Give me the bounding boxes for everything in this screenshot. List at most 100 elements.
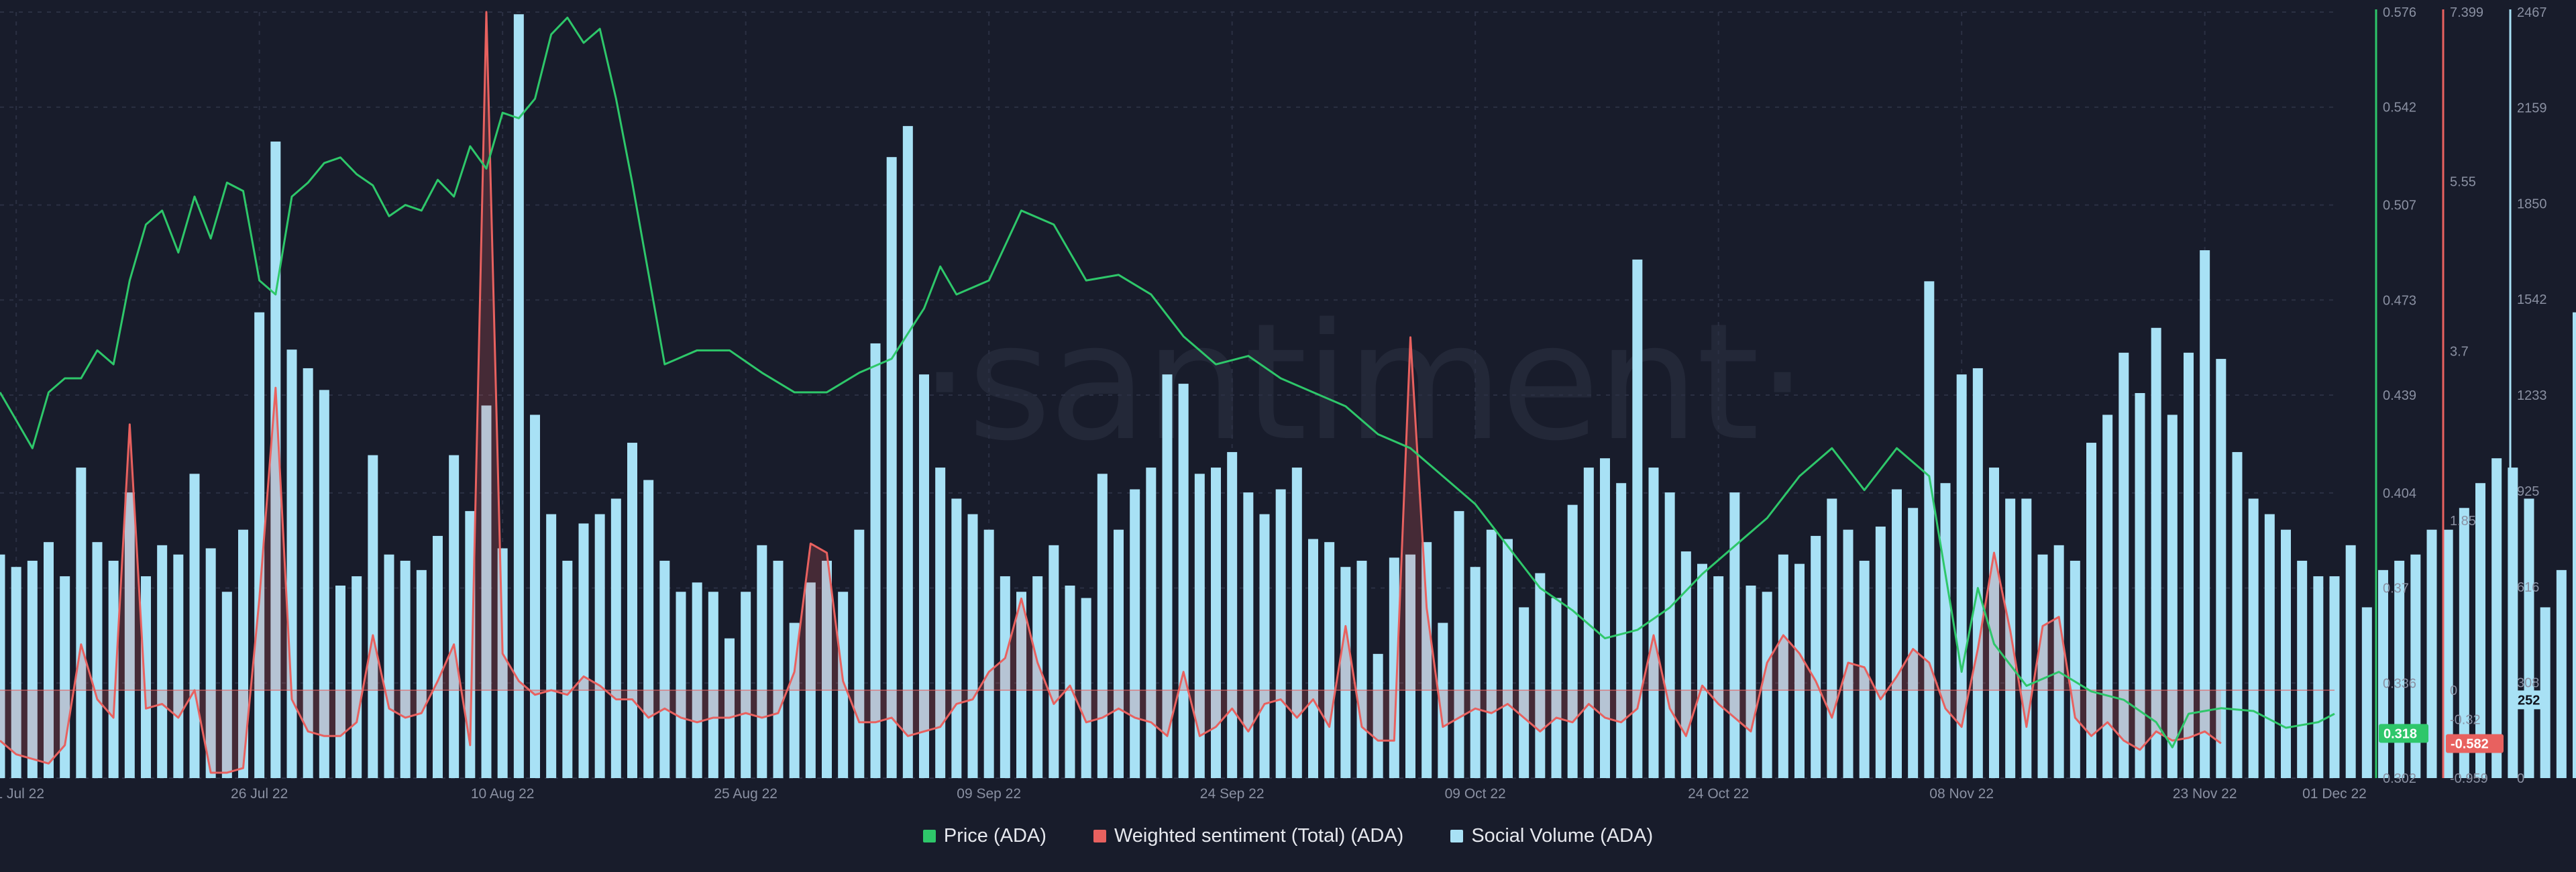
social-volume-bar [1713, 576, 1724, 778]
social-volume-bars [0, 14, 2576, 779]
social-volume-bar [335, 585, 345, 778]
social-volume-bar [497, 548, 508, 778]
axis-tick-sentiment: 0 [2450, 684, 2457, 698]
social-volume-bar [1421, 542, 1432, 778]
axis-tick-sentiment: 1.85 [2450, 514, 2476, 529]
legend-item-sentiment[interactable]: Weighted sentiment (Total) (ADA) [1093, 825, 1403, 847]
social-volume-bar [1243, 492, 1254, 778]
social-volume-bar [319, 390, 329, 778]
social-volume-bar [2281, 529, 2291, 778]
social-volume-bar [1470, 567, 1481, 778]
social-volume-bar [1664, 492, 1675, 778]
price-line [0, 16, 2335, 749]
axis-tick-social: 2159 [2517, 101, 2547, 116]
axis-tick-social: 308 [2517, 675, 2539, 690]
social-volume-bar [1567, 504, 1578, 778]
social-volume-bar [27, 560, 38, 778]
social-volume-bar [2264, 514, 2275, 778]
social-volume-bar [205, 548, 216, 778]
social-volume-bar [805, 582, 816, 778]
social-volume-bar [400, 560, 411, 778]
social-volume-bar [919, 374, 929, 778]
social-volume-bar [1600, 458, 1610, 778]
axis-tick-sentiment: 3.7 [2450, 344, 2469, 359]
social-volume-bar [2037, 554, 2048, 778]
social-volume-bar [124, 492, 135, 778]
axis-tick-price: 0.336 [2383, 676, 2416, 691]
social-volume-bar [2313, 576, 2324, 778]
legend-item-price[interactable]: Price (ADA) [922, 825, 1046, 847]
social-volume-bar [2086, 443, 2096, 778]
legend-swatch-social [1450, 830, 1464, 842]
social-volume-bar [1454, 510, 1464, 778]
x-tick-label: 24 Oct 22 [1688, 786, 1749, 802]
current-badge-social: 252 [2518, 693, 2540, 708]
social-volume-bar [286, 349, 297, 778]
social-volume-bar [1940, 483, 1951, 778]
social-volume-bar [44, 542, 54, 778]
price-line [0, 16, 2335, 749]
axis-tick-social: 1542 [2517, 292, 2547, 307]
social-volume-bar [789, 622, 800, 778]
social-volume-bar [1503, 539, 1513, 778]
social-volume-bar [2248, 498, 2259, 778]
social-volume-bar [11, 567, 21, 778]
social-volume-bar [1389, 557, 1399, 778]
axis-tick-social: 616 [2517, 580, 2539, 595]
social-volume-bar [2021, 498, 2032, 778]
social-volume-bar [1778, 554, 1788, 778]
social-volume-bar [2524, 498, 2534, 778]
current-badge-bg-social [2513, 690, 2546, 710]
current-badge-price: 0.318 [2383, 726, 2417, 741]
current-badge-bg-price [2379, 724, 2428, 743]
social-volume-bar [254, 312, 265, 778]
social-volume-bar [1194, 474, 1205, 778]
social-volume-bar [465, 510, 476, 778]
social-volume-bar [546, 514, 557, 778]
social-volume-bar [157, 545, 168, 778]
axis-tick-sentiment: 7.399 [2450, 5, 2483, 20]
social-volume-bar [1956, 374, 1967, 778]
x-tick-label: 23 Nov 22 [2173, 786, 2237, 802]
social-volume-bar [757, 545, 767, 778]
social-volume-bar [1178, 384, 1189, 778]
social-volume-bar [1924, 281, 1935, 778]
social-volume-bar [2394, 560, 2405, 778]
social-volume-bar [108, 560, 119, 778]
social-volume-bar [1616, 483, 1627, 778]
social-volume-bar [2410, 554, 2421, 778]
social-volume-bar [1405, 554, 1415, 778]
social-volume-bar [1097, 474, 1108, 778]
social-volume-bar [1519, 607, 1529, 778]
axis-tick-sentiment: -0.32 [2450, 713, 2481, 728]
social-volume-bar [1291, 468, 1302, 778]
social-volume-bar [1032, 576, 1043, 778]
social-volume-bar [951, 498, 962, 778]
axis-tick-price: 0.302 [2383, 771, 2416, 786]
x-axis-labels: 11 Jul 22 26 Jul 22 10 Aug 22 25 Aug 22 09 S… [0, 786, 2367, 802]
x-tick-label: 10 Aug 22 [471, 786, 535, 802]
social-volume-bar [594, 514, 605, 778]
legend-item-social[interactable]: Social Volume (ADA) [1450, 825, 1653, 847]
legend-label-price: Price (ADA) [943, 825, 1046, 847]
social-volume-bar [610, 498, 621, 778]
social-volume-bar [1340, 567, 1351, 778]
social-volume-bar [76, 468, 87, 778]
social-volume-bar [886, 157, 897, 778]
axis-tick-price: 0.542 [2383, 101, 2416, 115]
social-volume-bar [238, 529, 248, 778]
social-volume-bar [2070, 560, 2080, 778]
social-volume-bar [513, 14, 524, 779]
social-volume-bar [2135, 392, 2145, 778]
axis-tick-price: 0.37 [2383, 582, 2409, 596]
legend-label-sentiment: Weighted sentiment (Total) (ADA) [1114, 825, 1404, 847]
social-volume-bar [741, 592, 751, 778]
social-volume-bar [1308, 539, 1318, 778]
social-volume-bar [1697, 563, 1707, 778]
social-volume-bar [352, 576, 362, 778]
social-volume-bar [1211, 468, 1221, 778]
social-volume-bar [1746, 585, 1756, 778]
social-volume-bar [173, 554, 184, 778]
social-volume-bar [2443, 529, 2453, 778]
social-volume-bar [2297, 560, 2308, 778]
